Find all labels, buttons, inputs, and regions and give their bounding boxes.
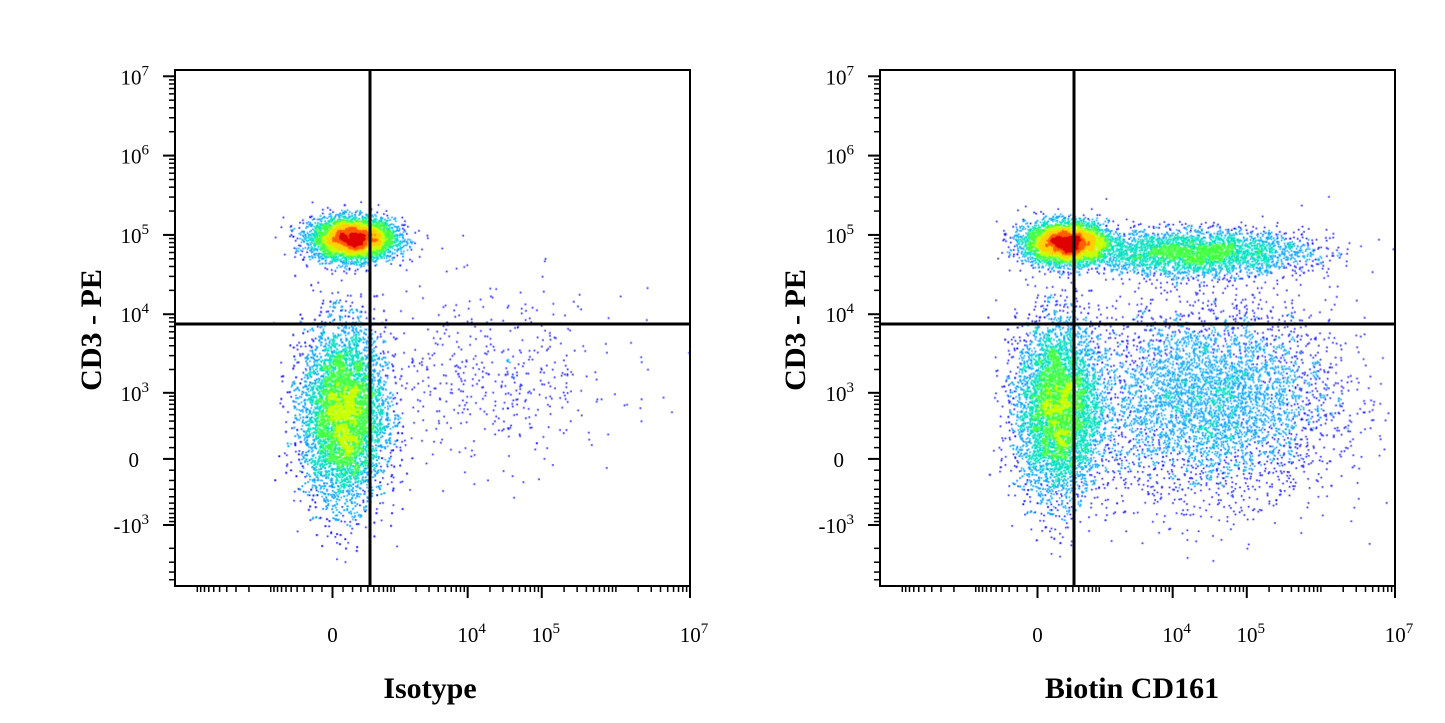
y-tick-label: 106 xyxy=(826,143,855,169)
y-tick-label: 103 xyxy=(121,380,150,406)
x-axis-title: Biotin CD161 xyxy=(1045,672,1219,705)
plot-panel-biotin-cd161: 0 104 105 107 -103 0 103 104 105 106 107 Biotin C… xyxy=(779,63,1414,705)
y-axis-ticks: -103 0 103 104 105 106 107 xyxy=(819,63,880,581)
y-tick-label: 107 xyxy=(121,63,150,89)
y-tick-label: 104 xyxy=(121,301,150,327)
x-tick-label: 105 xyxy=(1237,621,1266,647)
y-axis-title: CD3 - PE xyxy=(779,269,812,391)
x-axis-ticks: 0 104 105 107 xyxy=(901,586,1414,647)
y-tick-label: 104 xyxy=(826,301,855,327)
y-tick-label: 103 xyxy=(826,380,855,406)
x-tick-label: 107 xyxy=(1385,621,1414,647)
plot-frame xyxy=(174,69,691,587)
y-tick-label: 0 xyxy=(834,448,845,472)
x-axis-title: Isotype xyxy=(383,672,476,705)
x-tick-label: 105 xyxy=(532,621,561,647)
y-tick-label: 105 xyxy=(121,222,150,248)
y-tick-label: 105 xyxy=(826,222,855,248)
y-tick-label: -103 xyxy=(819,512,855,538)
y-tick-label: 107 xyxy=(826,63,855,89)
y-axis-title: CD3 - PE xyxy=(75,269,108,391)
y-tick-label: 0 xyxy=(129,448,140,472)
y-tick-label: 106 xyxy=(121,143,150,169)
x-tick-label: 0 xyxy=(327,623,338,647)
plot-frame xyxy=(879,69,1396,587)
y-tick-label: -103 xyxy=(114,512,150,538)
density-dots xyxy=(175,70,690,585)
y-axis-ticks: -103 0 103 104 105 106 107 xyxy=(114,63,175,581)
x-axis-ticks: 0 104 105 107 xyxy=(196,586,709,647)
density-dots xyxy=(880,70,1395,585)
x-tick-label: 0 xyxy=(1032,623,1043,647)
x-tick-label: 104 xyxy=(457,621,486,647)
x-tick-label: 107 xyxy=(680,621,709,647)
x-tick-label: 104 xyxy=(1162,621,1191,647)
